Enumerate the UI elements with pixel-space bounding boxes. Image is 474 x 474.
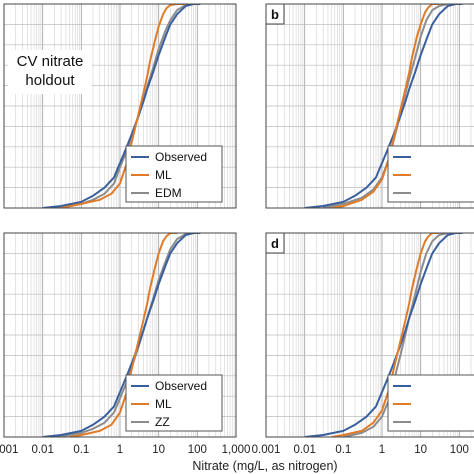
legend-label: ZZ (155, 415, 170, 429)
x-tick-label: 100 (188, 444, 207, 456)
series-line-ml (69, 233, 178, 437)
x-tick-label: 10 (414, 444, 427, 456)
x-tick-label: 10 (152, 444, 165, 456)
panel-frame (265, 3, 474, 209)
series-line-observed (304, 4, 463, 208)
panel-3: Observed ML ZZ 0.001 0.01 0.1 1 10 100 1,000 (0, 232, 251, 456)
panel-annotation: CV nitrate (17, 53, 84, 70)
series-line-ml (60, 4, 186, 208)
panel-frame (3, 232, 237, 438)
panel-letter-box (265, 232, 285, 254)
series-line-ml (331, 4, 440, 208)
panel-2: b (265, 3, 474, 209)
panel-1: CV nitrate holdout Observed ML EDM (3, 3, 237, 209)
annotation-background (8, 50, 92, 94)
legend-label: EDM (155, 186, 182, 200)
panel-letter: b (271, 7, 279, 22)
panel-letter: d (271, 236, 279, 251)
x-tick-label: 0.1 (73, 444, 89, 456)
x-tick-label: 1 (117, 444, 123, 456)
series-line-observed (42, 4, 201, 208)
series-line-ml (331, 233, 440, 437)
panel-annotation: holdout (25, 72, 75, 89)
x-tick-label: 0.001 (0, 444, 18, 456)
x-tick-label: 0.01 (293, 444, 315, 456)
panel-letter-box (265, 3, 285, 25)
x-tick-label: 0.1 (335, 444, 351, 456)
legend-label: Observed (155, 150, 207, 164)
panel-frame (265, 232, 474, 438)
legend-label: ML (155, 168, 172, 182)
series-line-third (343, 233, 448, 437)
x-tick-label: 1 (379, 444, 385, 456)
series-line-observed (304, 233, 463, 437)
x-tick-label: 0.001 (252, 444, 281, 456)
panel-frame (3, 3, 237, 209)
x-tick-label: 100 (450, 444, 469, 456)
series-line-observed (42, 233, 201, 437)
x-axis-label: Nitrate (mg/L, as nitrogen) (192, 459, 337, 473)
x-tick-label: 1,000 (222, 444, 251, 456)
legend-label: ML (155, 397, 172, 411)
x-tick-label: 0.01 (31, 444, 53, 456)
legend-label: Observed (155, 379, 207, 393)
